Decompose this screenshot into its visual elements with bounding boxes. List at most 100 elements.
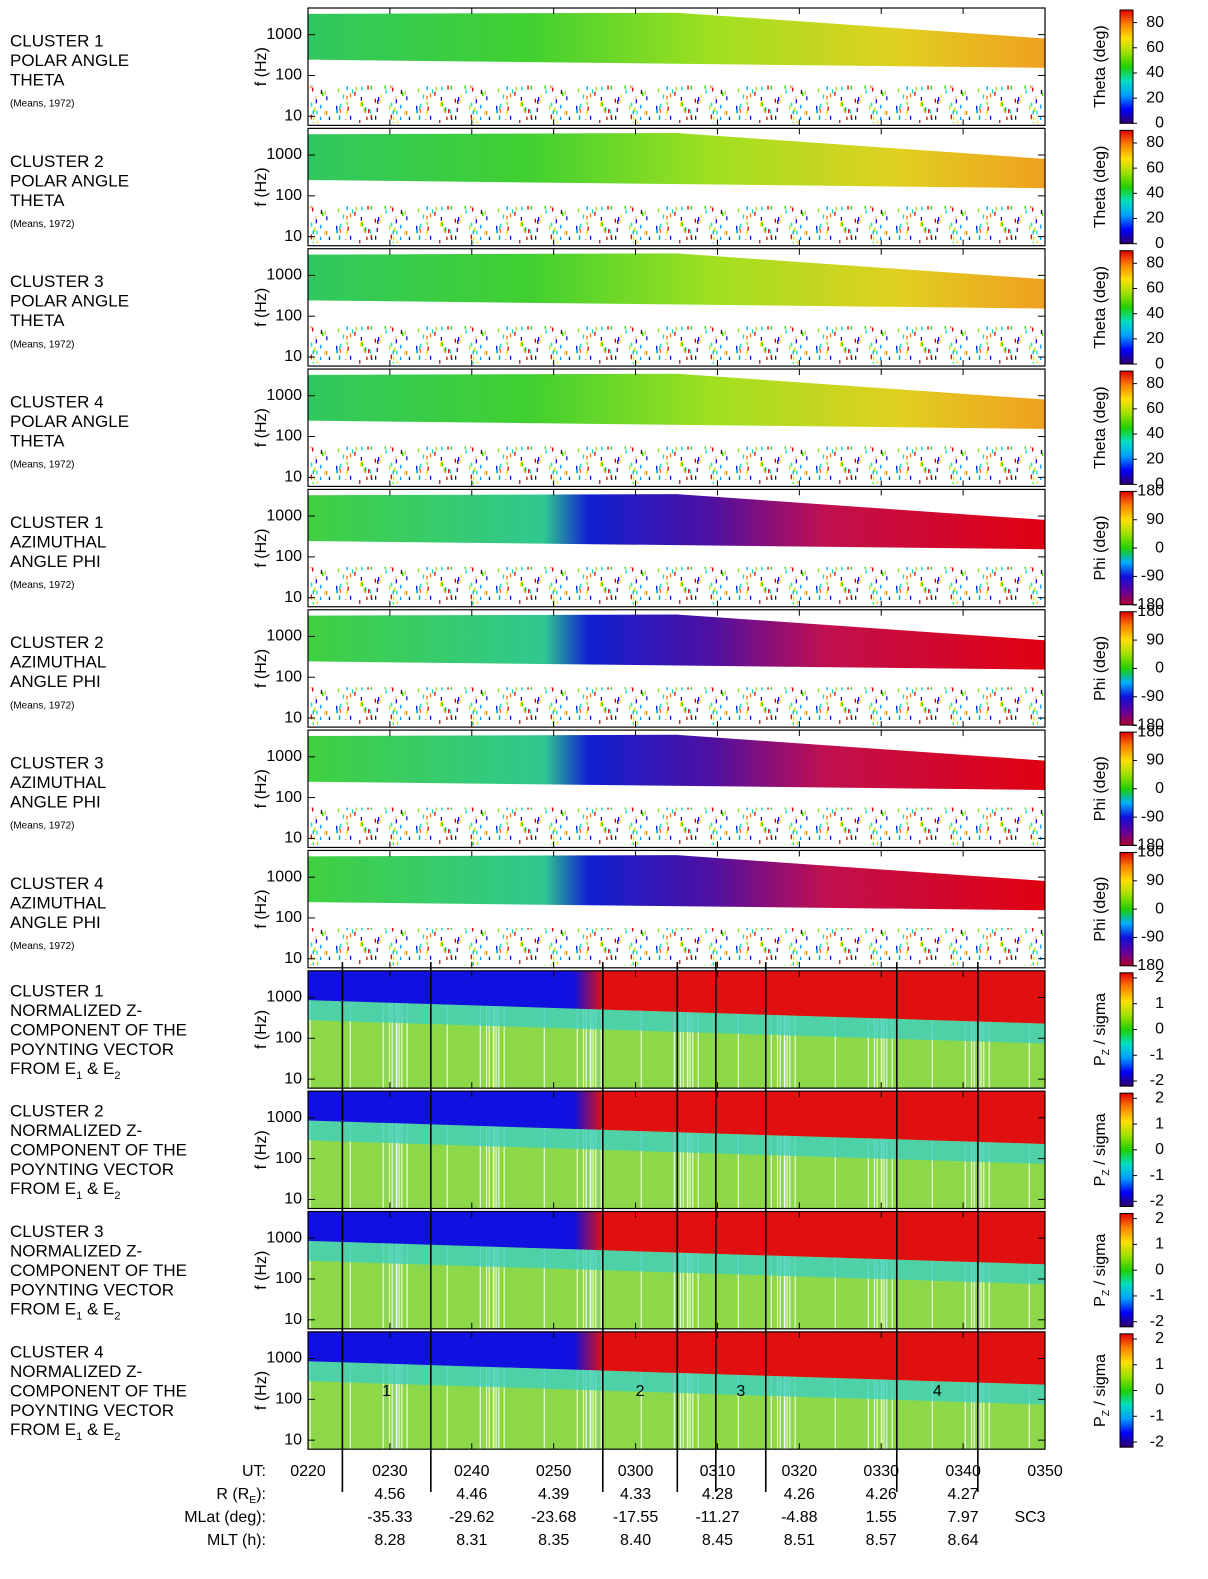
panel-title: CLUSTER 1 bbox=[10, 513, 104, 532]
text-part: & E bbox=[82, 1300, 114, 1319]
y-tick-label: 10 bbox=[284, 830, 302, 847]
spectrogram-fill bbox=[308, 1331, 1045, 1385]
spectrogram-fill bbox=[308, 1240, 1045, 1285]
colorbar-tick-label: 1 bbox=[1155, 1115, 1164, 1132]
colorbar-tick-label: 0 bbox=[1155, 355, 1164, 372]
text-part: Theta (deg) bbox=[1092, 25, 1109, 108]
y-tick-label: 10 bbox=[284, 348, 302, 365]
colorbar-tick-label: 1 bbox=[1155, 1356, 1164, 1373]
colorbar-label: Theta (deg) bbox=[1092, 146, 1109, 229]
colorbar-label: Theta (deg) bbox=[1092, 266, 1109, 349]
text-part: E bbox=[249, 1495, 256, 1506]
row-label: MLat (deg): bbox=[184, 1509, 266, 1526]
y-tick-label: 10 bbox=[284, 1431, 302, 1448]
text-part: / sigma bbox=[1092, 1354, 1109, 1410]
y-tick-label: 100 bbox=[275, 1150, 302, 1167]
y-tick-label: 10 bbox=[284, 469, 302, 486]
row-value: -17.55 bbox=[613, 1509, 658, 1526]
y-axis-label: f (Hz) bbox=[253, 1010, 270, 1049]
panel-title: CLUSTER 2 bbox=[10, 152, 104, 171]
row-value: -11.27 bbox=[695, 1509, 739, 1526]
spectrogram-fill bbox=[308, 1000, 1045, 1044]
text-part: 1 bbox=[76, 1431, 82, 1443]
citation: (Means, 1972) bbox=[10, 99, 74, 110]
panel-title: POYNTING VECTOR bbox=[10, 1280, 174, 1299]
colorbar-tick-label: 0 bbox=[1155, 1021, 1164, 1038]
citation: (Means, 1972) bbox=[10, 339, 74, 350]
spectrogram-fill bbox=[308, 1091, 1045, 1144]
plot-frame bbox=[307, 1210, 1046, 1330]
row-value: 1.55 bbox=[866, 1509, 897, 1526]
row-label: R (RE): bbox=[216, 1486, 266, 1506]
y-tick-label: 10 bbox=[284, 1191, 302, 1208]
spectrogram-fill bbox=[308, 970, 1045, 1024]
colorbar-tick-label: 40 bbox=[1146, 425, 1164, 442]
colorbar-tick-label: -180 bbox=[1132, 957, 1164, 974]
panel-title: AZIMUTHAL bbox=[10, 653, 106, 672]
colorbar-tick-label: 80 bbox=[1146, 255, 1164, 272]
y-tick-label: 100 bbox=[275, 307, 302, 324]
colorbar-tick-label: -180 bbox=[1132, 837, 1164, 854]
y-tick-label: 10 bbox=[284, 1070, 302, 1087]
y-axis-label: f (Hz) bbox=[253, 769, 270, 808]
y-tick-label: 1000 bbox=[266, 748, 302, 765]
panel-title: CLUSTER 4 bbox=[10, 874, 104, 893]
text-part: Phi (deg) bbox=[1092, 877, 1109, 942]
colorbar-tick-label: 1 bbox=[1155, 1236, 1164, 1253]
colorbar-tick-label: 180 bbox=[1137, 723, 1164, 740]
colorbar-tick-label: -2 bbox=[1150, 1193, 1164, 1210]
panel-title: FROM E1 & E2 bbox=[10, 1300, 121, 1322]
panel-title: AZIMUTHAL bbox=[10, 773, 106, 792]
panel-title: NORMALIZED Z- bbox=[10, 1121, 142, 1140]
y-tick-label: 1000 bbox=[266, 628, 302, 645]
plot-frame bbox=[307, 127, 1046, 247]
y-axis-label: f (Hz) bbox=[253, 529, 270, 568]
row-value: 8.51 bbox=[784, 1532, 815, 1549]
panel-title: POLAR ANGLE bbox=[10, 412, 129, 431]
colorbar-tick-label: -1 bbox=[1150, 1167, 1164, 1184]
event-label: 2 bbox=[636, 1383, 645, 1400]
colorbar bbox=[1119, 250, 1134, 365]
panel-title: POYNTING VECTOR bbox=[10, 1040, 174, 1059]
panel-title: POLAR ANGLE bbox=[10, 171, 129, 190]
panel-title: COMPONENT OF THE bbox=[10, 1381, 187, 1400]
row-value: 8.45 bbox=[702, 1532, 733, 1549]
row-value: 4.46 bbox=[456, 1486, 487, 1503]
colorbar-tick-label: -2 bbox=[1150, 1072, 1164, 1089]
panel-title: CLUSTER 2 bbox=[10, 1102, 104, 1121]
colorbar-label: PZ / sigma bbox=[1092, 993, 1112, 1066]
y-tick-label: 100 bbox=[275, 1270, 302, 1287]
spectrogram-fill bbox=[308, 1361, 1045, 1405]
spacecraft-label: SC3 bbox=[1014, 1509, 1045, 1526]
x-tick-label: 0300 bbox=[618, 1463, 654, 1480]
colorbar-label: Theta (deg) bbox=[1092, 386, 1109, 469]
colorbar-tick-label: 0 bbox=[1155, 539, 1164, 556]
colorbar-tick-label: 90 bbox=[1146, 631, 1164, 648]
text-part: FROM E bbox=[10, 1300, 76, 1319]
x-tick-label: 0340 bbox=[945, 1463, 981, 1480]
colorbar-tick-label: 60 bbox=[1146, 159, 1164, 176]
spectrogram-fill bbox=[310, 326, 1043, 364]
spectrogram-fill bbox=[308, 253, 1045, 309]
y-tick-label: 10 bbox=[284, 950, 302, 967]
panel-title: COMPONENT OF THE bbox=[10, 1020, 187, 1039]
colorbar-label: Phi (deg) bbox=[1092, 516, 1109, 581]
panel-title: CLUSTER 3 bbox=[10, 1222, 104, 1241]
y-tick-label: 100 bbox=[275, 789, 302, 806]
text-part: R (R bbox=[216, 1486, 249, 1503]
colorbar-tick-label: 60 bbox=[1146, 39, 1164, 56]
text-part: MLat (deg): bbox=[184, 1509, 266, 1526]
panel-title: THETA bbox=[10, 432, 65, 451]
y-tick-label: 100 bbox=[275, 909, 302, 926]
text-part: 1 bbox=[76, 1310, 82, 1322]
colorbar-tick-label: 0 bbox=[1155, 235, 1164, 252]
y-tick-label: 1000 bbox=[266, 1109, 302, 1126]
spectrogram-fill bbox=[308, 734, 1045, 790]
panel-title: CLUSTER 3 bbox=[10, 272, 104, 291]
spectrogram-fill bbox=[308, 1120, 1045, 1164]
y-tick-label: 1000 bbox=[266, 868, 302, 885]
plot-frame bbox=[307, 488, 1046, 608]
panel-title: COMPONENT OF THE bbox=[10, 1141, 187, 1160]
plot-frame bbox=[307, 609, 1046, 728]
